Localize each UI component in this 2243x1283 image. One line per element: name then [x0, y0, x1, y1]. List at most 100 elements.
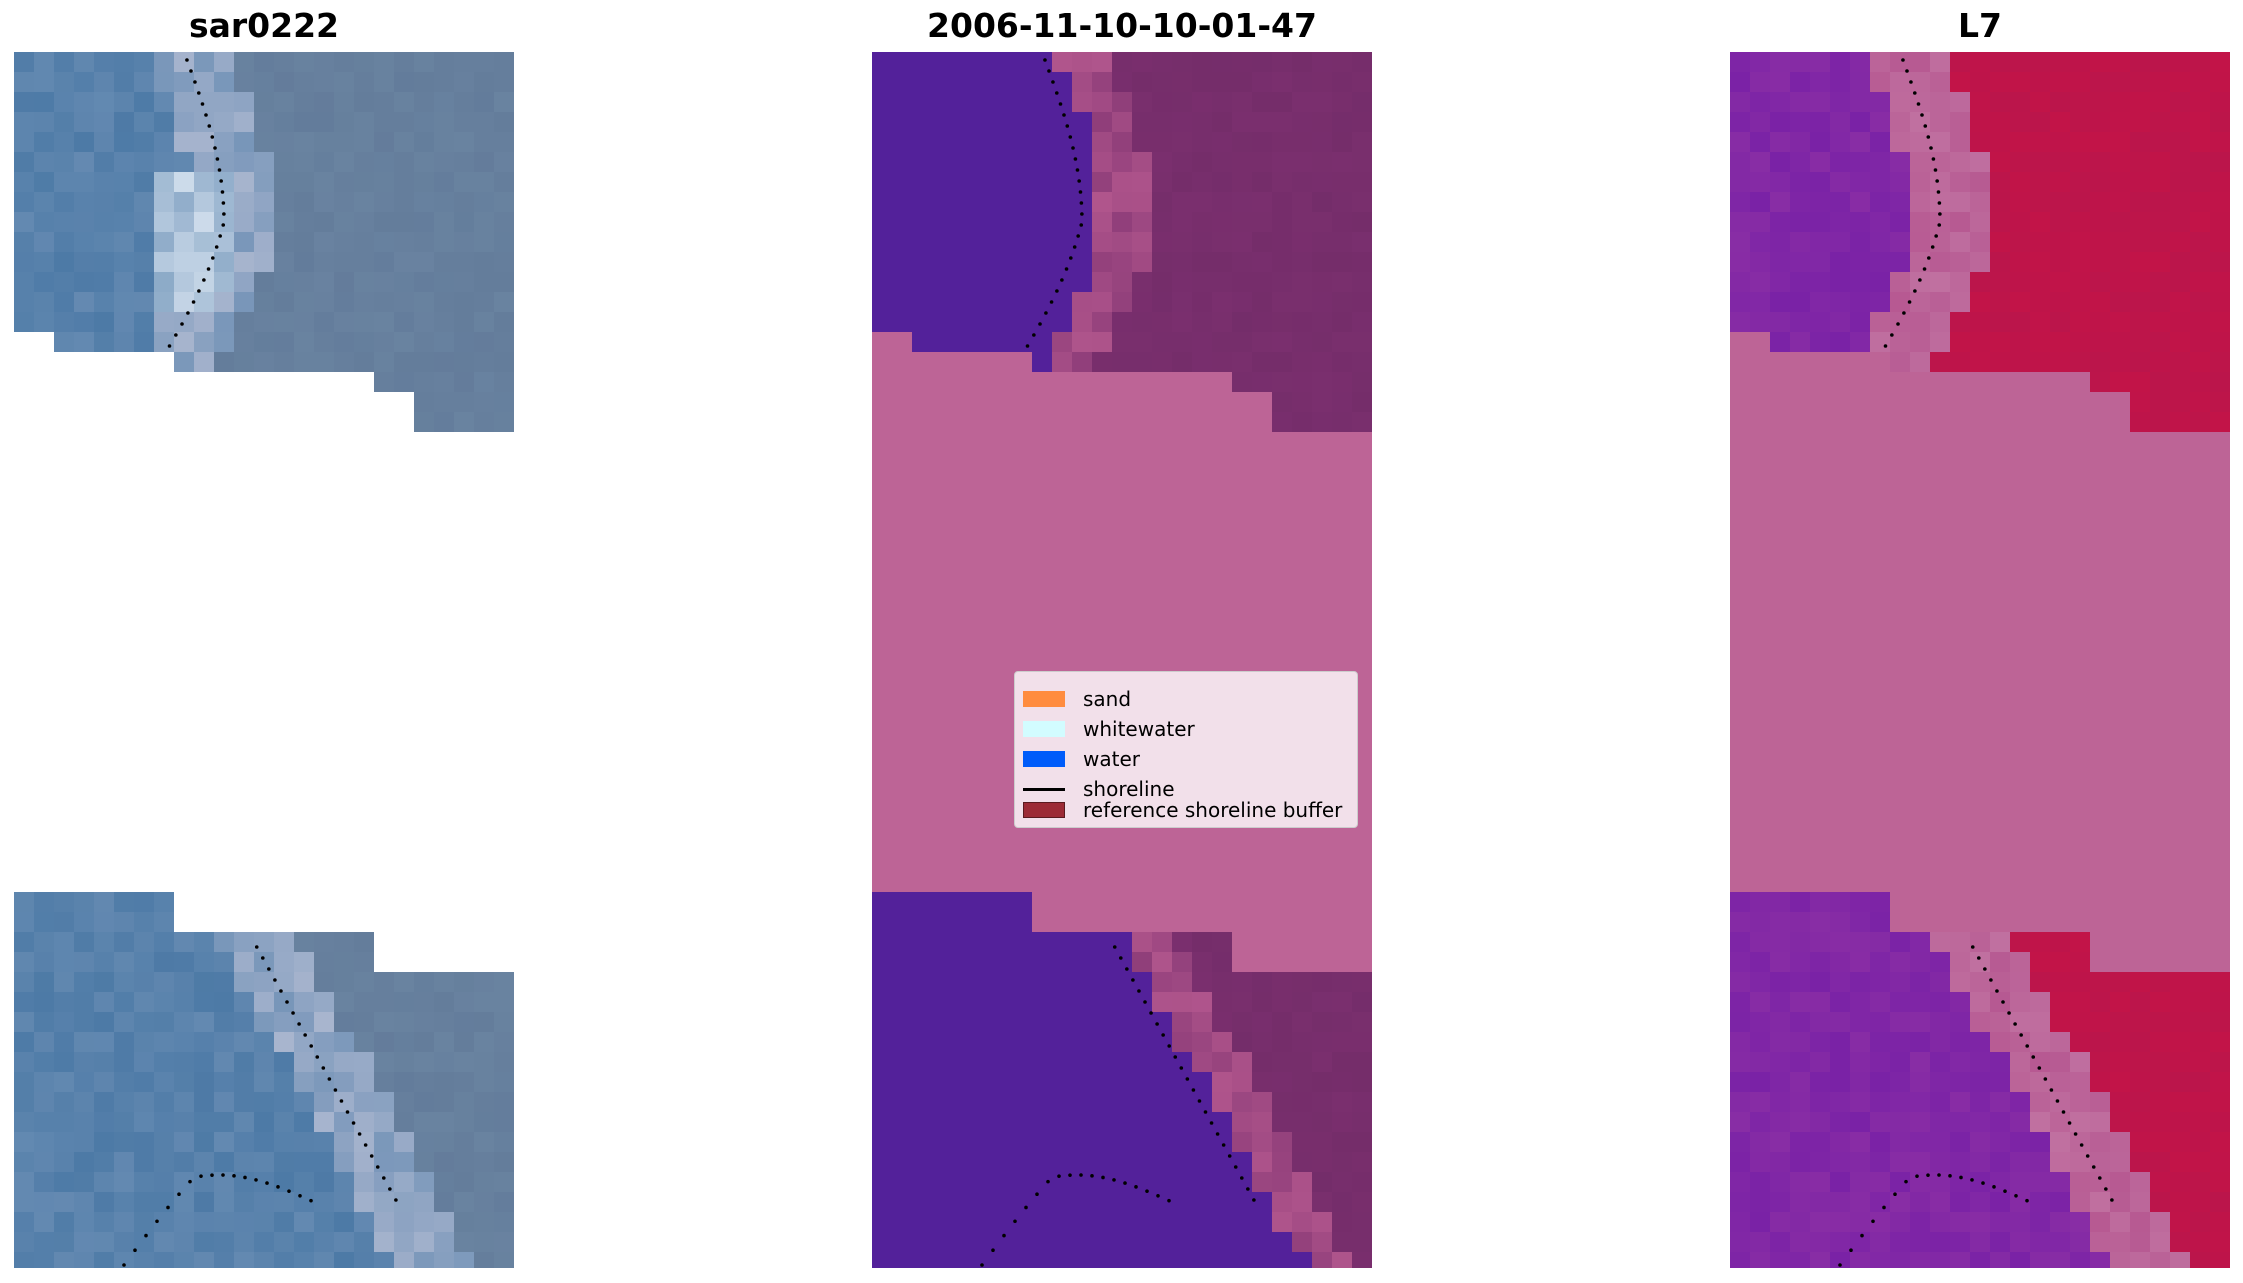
- mndwi-pixel: [1850, 72, 1870, 92]
- rgb-pixel: [54, 1072, 74, 1092]
- shoreline-point: [1131, 978, 1135, 982]
- class-pixel: [1192, 1032, 1212, 1052]
- class-pixel: [1012, 252, 1032, 272]
- rgb-pixel: [314, 1132, 334, 1152]
- rgb-pixel: [374, 1212, 394, 1232]
- mndwi-image-panel: [1730, 52, 2230, 1268]
- class-pixel: [1152, 1212, 1172, 1232]
- class-pixel: [932, 332, 952, 352]
- mndwi-pixel: [2010, 332, 2030, 352]
- class-pixel: [1032, 1212, 1052, 1232]
- class-pixel: [932, 292, 952, 312]
- mndwi-pixel: [2050, 152, 2070, 172]
- mndwi-pixel: [2150, 92, 2170, 112]
- rgb-pixel: [214, 312, 234, 332]
- rgb-pixel: [474, 1092, 494, 1112]
- class-pixel: [972, 1132, 992, 1152]
- class-pixel: [1072, 92, 1092, 112]
- mndwi-pixel: [1770, 1152, 1790, 1172]
- mndwi-pixel: [2050, 1232, 2070, 1252]
- class-pixel: [932, 232, 952, 252]
- class-pixel: [1332, 192, 1352, 212]
- class-pixel: [1112, 1212, 1132, 1232]
- shoreline-point: [1156, 1194, 1160, 1198]
- class-pixel: [1012, 972, 1032, 992]
- rgb-pixel: [374, 1052, 394, 1072]
- rgb-pixel: [234, 1192, 254, 1212]
- rgb-pixel: [454, 252, 474, 272]
- mndwi-pixel: [1910, 1072, 1930, 1092]
- rgb-pixel: [454, 172, 474, 192]
- class-pixel: [1052, 292, 1072, 312]
- class-pixel: [1252, 272, 1272, 292]
- mndwi-pixel: [2010, 92, 2030, 112]
- rgb-pixel: [234, 112, 254, 132]
- class-pixel: [1312, 272, 1332, 292]
- class-pixel: [992, 212, 1012, 232]
- class-pixel: [1252, 1132, 1272, 1152]
- mndwi-pixel: [1950, 232, 1970, 252]
- rgb-pixel: [94, 72, 114, 92]
- class-pixel: [1092, 952, 1112, 972]
- mndwi-pixel: [1850, 92, 1870, 112]
- mndwi-pixel: [1790, 112, 1810, 132]
- class-pixel: [972, 292, 992, 312]
- class-pixel: [1212, 1252, 1232, 1268]
- mndwi-pixel: [2070, 1132, 2090, 1152]
- rgb-pixel: [494, 72, 514, 92]
- class-pixel: [872, 252, 892, 272]
- class-pixel: [1312, 392, 1332, 412]
- shoreline-point: [144, 1233, 148, 1238]
- rgb-pixel: [14, 252, 34, 272]
- rgb-pixel: [74, 932, 94, 952]
- mndwi-pixel: [2090, 272, 2110, 292]
- class-pixel: [952, 92, 972, 112]
- mndwi-pixel: [2190, 332, 2210, 352]
- mndwi-pixel: [1830, 1252, 1850, 1268]
- rgb-pixel: [334, 952, 354, 972]
- class-pixel: [952, 172, 972, 192]
- rgb-pixel: [134, 252, 154, 272]
- mndwi-pixel: [1890, 1052, 1910, 1072]
- shoreline-point: [279, 989, 283, 993]
- class-pixel: [1272, 412, 1292, 432]
- class-pixel: [1112, 1032, 1132, 1052]
- rgb-pixel: [254, 1252, 274, 1268]
- mndwi-pixel: [2190, 1212, 2210, 1232]
- mndwi-pixel: [1910, 52, 1930, 72]
- rgb-pixel: [214, 952, 234, 972]
- rgb-pixel: [474, 1032, 494, 1052]
- class-pixel: [992, 1152, 1012, 1172]
- mndwi-pixel: [2050, 1212, 2070, 1232]
- rgb-pixel: [314, 72, 334, 92]
- rgb-pixel: [454, 72, 474, 92]
- mndwi-pixel: [2050, 1032, 2070, 1052]
- class-pixel: [1172, 292, 1192, 312]
- rgb-pixel: [174, 332, 194, 352]
- rgb-pixel: [194, 932, 214, 952]
- class-pixel: [1032, 1112, 1052, 1132]
- mndwi-pixel: [2130, 312, 2150, 332]
- classified-image-panel: [872, 52, 1372, 1268]
- shoreline-point: [186, 311, 190, 315]
- rgb-pixel: [174, 132, 194, 152]
- class-pixel: [872, 1032, 892, 1052]
- mndwi-pixel: [1890, 1212, 1910, 1232]
- shoreline-point: [1077, 179, 1081, 183]
- rgb-pixel: [274, 1132, 294, 1152]
- class-pixel: [1212, 1132, 1232, 1152]
- shoreline-point: [2110, 1198, 2114, 1202]
- mndwi-pixel: [2050, 332, 2070, 352]
- rgb-pixel: [454, 1092, 474, 1112]
- rgb-pixel: [434, 272, 454, 292]
- class-pixel: [1252, 252, 1272, 272]
- class-pixel: [872, 192, 892, 212]
- rgb-pixel: [94, 1012, 114, 1032]
- class-pixel: [912, 1212, 932, 1232]
- class-pixel: [1112, 52, 1132, 72]
- rgb-pixel: [174, 972, 194, 992]
- mndwi-pixel: [1930, 72, 1950, 92]
- mndwi-pixel: [1910, 1192, 1930, 1212]
- rgb-pixel: [34, 1232, 54, 1252]
- class-pixel: [1332, 112, 1352, 132]
